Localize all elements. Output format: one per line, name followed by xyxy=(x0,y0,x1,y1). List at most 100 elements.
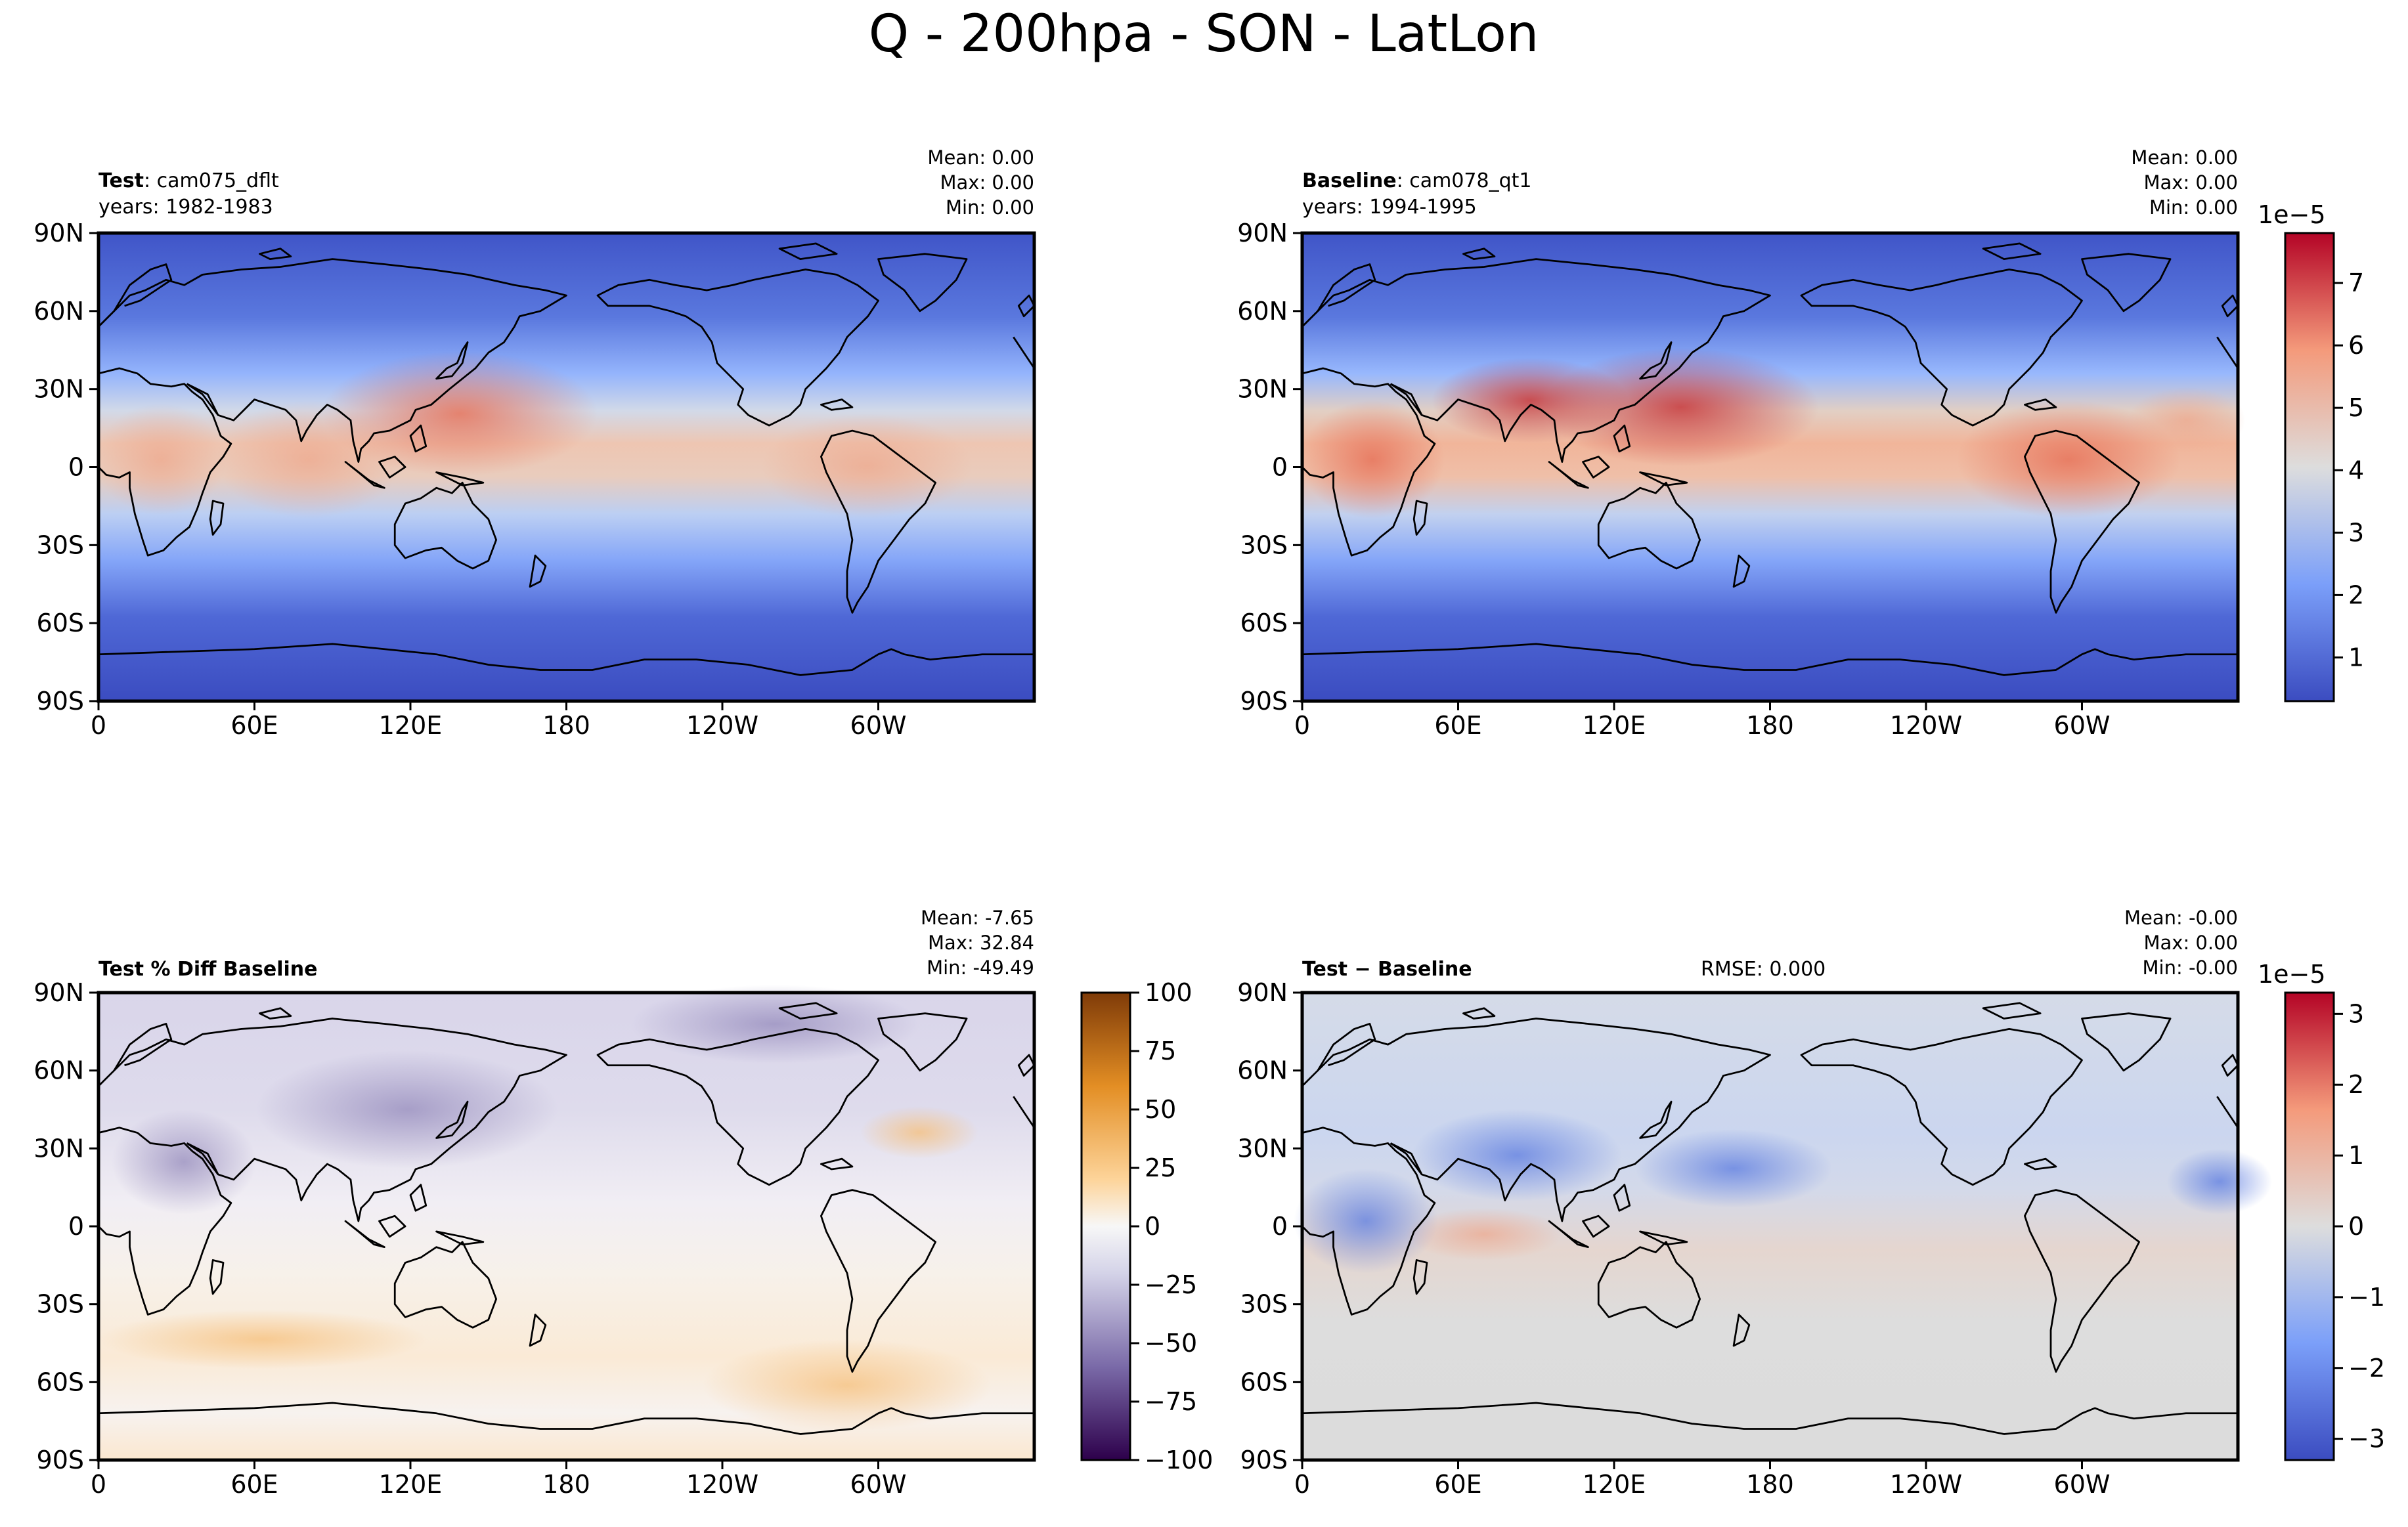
feature-africa-deficit-pctdiff xyxy=(112,1109,256,1215)
x-tick-label-test: 0 xyxy=(91,711,106,740)
stat-mean-pctdiff: Mean: -7.65 xyxy=(921,907,1034,929)
y-tick-label-baseline: 30N xyxy=(1237,375,1288,404)
y-tick-label-baseline: 90N xyxy=(1237,219,1288,247)
x-tick-label-diff: 60W xyxy=(2054,1470,2111,1499)
x-tick-label-pctdiff: 60W xyxy=(850,1470,907,1499)
feature-africa-test xyxy=(95,404,227,515)
feature-asia-deficit-pctdiff xyxy=(256,1050,558,1169)
colorbar-field: 1e−5 1 2 3 4 5 6 7 xyxy=(2258,200,2364,702)
panel-years-test: years: 1982-1983 xyxy=(99,196,273,219)
y-tick-label-diff: 30N xyxy=(1237,1134,1288,1163)
feature-southern-surplus-pctdiff xyxy=(703,1339,992,1431)
colorbar-pctdiff-tick-label: 0 xyxy=(1145,1212,1160,1241)
stat-min-diff: Min: -0.00 xyxy=(2143,957,2238,979)
x-tick-label-diff: 120E xyxy=(1583,1470,1646,1499)
colorbar-field-tick-label: 1 xyxy=(2348,643,2364,672)
panel-pctdiff: 0 60E 120E 180 120W 60W 90N 60N 30N 0 30S 60S 90S Te… xyxy=(33,907,1036,1499)
stat-max-baseline: Max: 0.00 xyxy=(2143,171,2238,194)
y-tick-label-pctdiff: 60N xyxy=(33,1056,84,1085)
feature-africa-baseline xyxy=(1300,400,1445,519)
x-tick-label-baseline: 180 xyxy=(1746,711,1794,740)
x-tick-label-pctdiff: 120W xyxy=(686,1470,758,1499)
colorbar-diff-tick-label: 3 xyxy=(2348,999,2364,1028)
stat-min-test: Min: 0.00 xyxy=(946,196,1034,219)
colorbar-pctdiff-tick-label: 25 xyxy=(1145,1153,1176,1182)
y-tick-label-pctdiff: 90S xyxy=(37,1446,84,1474)
axis-ticks-diff: 0 60E 120E 180 120W 60W 90N 60N 30N 0 30S 60S 90S xyxy=(1237,978,2110,1499)
colorbar-pctdiff-tick-label: −100 xyxy=(1145,1446,1213,1474)
x-tick-label-pctdiff: 60E xyxy=(230,1470,278,1499)
y-tick-label-diff: 60N xyxy=(1237,1056,1288,1085)
y-tick-label-baseline: 60N xyxy=(1237,297,1288,326)
y-tick-label-pctdiff: 60S xyxy=(37,1367,84,1396)
y-tick-label-baseline: 0 xyxy=(1272,453,1288,482)
y-tick-label-test: 90S xyxy=(37,687,84,716)
feature-indian-surplus-diff xyxy=(1405,1208,1563,1260)
axis-ticks-test: 0 60E 120E 180 120W 60W 90N 60N 30N 0 30S 60S 90S xyxy=(33,219,906,740)
panel-test: 0 60E 120E 180 120W 60W 90N 60N 30N 0 30S 60S 90S Te… xyxy=(33,146,1036,740)
x-tick-label-test: 60W xyxy=(850,711,907,740)
colorbar-field-tick-label: 4 xyxy=(2348,456,2364,484)
feature-indian-ocean-test xyxy=(217,400,401,519)
axis-ticks-pctdiff: 0 60E 120E 180 120W 60W 90N 60N 30N 0 30S 60S 90S xyxy=(33,978,906,1499)
feature-south-indian-surplus-pctdiff xyxy=(99,1310,427,1369)
panel-title-pctdiff: Test % Diff Baseline xyxy=(99,958,318,981)
feature-tibet-baseline xyxy=(1432,358,1629,443)
rmse-diff: RMSE: 0.000 xyxy=(1701,958,1826,981)
colorbar-field-ticks: 1 2 3 4 5 6 7 xyxy=(2334,269,2364,672)
colorbar-pctdiff-tick-label: 50 xyxy=(1145,1095,1176,1124)
colorbar-diff: 1e−5 −3 −2 −1 0 1 2 3 xyxy=(2258,960,2385,1461)
x-tick-label-baseline: 60W xyxy=(2054,711,2111,740)
stat-mean-diff: Mean: -0.00 xyxy=(2124,907,2238,929)
y-tick-label-diff: 60S xyxy=(1240,1367,1288,1396)
x-tick-label-test: 120E xyxy=(379,711,443,740)
colorbar-diff-ticks: −3 −2 −1 0 1 2 3 xyxy=(2334,999,2385,1453)
x-tick-label-pctdiff: 0 xyxy=(91,1470,106,1499)
feature-south-america-test xyxy=(762,414,972,519)
y-tick-label-diff: 0 xyxy=(1272,1212,1288,1241)
x-tick-label-diff: 120W xyxy=(1890,1470,1962,1499)
y-tick-label-baseline: 60S xyxy=(1240,609,1288,637)
y-tick-label-diff: 90N xyxy=(1237,978,1288,1007)
panel-title-diff: Test − Baseline xyxy=(1302,958,1472,981)
colorbar-field-tick-label: 7 xyxy=(2348,269,2364,297)
x-tick-label-baseline: 60E xyxy=(1434,711,1481,740)
panel-label-rest-test: : cam075_dflt xyxy=(144,169,279,192)
figure-title: Q - 200hpa - SON - LatLon xyxy=(869,5,1539,64)
y-tick-label-pctdiff: 30S xyxy=(37,1290,84,1319)
panel-title-baseline: Baseline: cam078_qt1 xyxy=(1302,169,1532,192)
x-tick-label-diff: 0 xyxy=(1294,1470,1310,1499)
colorbar-diff-scale: 1e−5 xyxy=(2258,960,2326,989)
y-tick-label-pctdiff: 90N xyxy=(33,978,84,1007)
stat-mean-test: Mean: 0.00 xyxy=(927,146,1034,169)
y-tick-label-diff: 30S xyxy=(1240,1290,1288,1319)
panel-diff: 0 60E 120E 180 120W 60W 90N 60N 30N 0 30S 60S 90S Te… xyxy=(1237,907,2272,1499)
x-tick-label-baseline: 120E xyxy=(1583,711,1646,740)
panel-label-bold-baseline: Baseline xyxy=(1302,169,1397,192)
colorbar-diff-tick-label: 1 xyxy=(2348,1141,2364,1170)
x-tick-label-test: 120W xyxy=(686,711,758,740)
x-tick-label-test: 180 xyxy=(542,711,590,740)
panel-years-baseline: years: 1994-1995 xyxy=(1302,196,1477,219)
colorbar-pctdiff-tick-label: −75 xyxy=(1145,1387,1197,1416)
stat-max-test: Max: 0.00 xyxy=(940,171,1034,194)
stat-mean-baseline: Mean: 0.00 xyxy=(2131,146,2238,169)
y-tick-label-pctdiff: 30N xyxy=(33,1134,84,1163)
colorbar-pctdiff-gradient xyxy=(1080,991,1131,1461)
colorbar-diff-tick-label: −3 xyxy=(2348,1425,2385,1453)
y-tick-label-test: 0 xyxy=(68,453,84,482)
colorbar-diff-tick-label: −2 xyxy=(2348,1354,2385,1383)
colorbar-field-tick-label: 3 xyxy=(2348,518,2364,547)
y-tick-label-baseline: 30S xyxy=(1240,530,1288,559)
feature-arctic-deficit-pctdiff xyxy=(630,985,919,1064)
x-tick-label-pctdiff: 180 xyxy=(542,1470,590,1499)
x-tick-label-test: 60E xyxy=(230,711,278,740)
x-tick-label-pctdiff: 120E xyxy=(379,1470,443,1499)
y-tick-label-test: 90N xyxy=(33,219,84,247)
y-tick-label-diff: 90S xyxy=(1240,1446,1288,1474)
axis-ticks-baseline: 0 60E 120E 180 120W 60W 90N 60N 30N 0 30S 60S 90S xyxy=(1237,219,2110,740)
y-tick-label-pctdiff: 0 xyxy=(68,1212,84,1241)
y-tick-label-test: 30S xyxy=(37,530,84,559)
y-tick-label-baseline: 90S xyxy=(1240,687,1288,716)
